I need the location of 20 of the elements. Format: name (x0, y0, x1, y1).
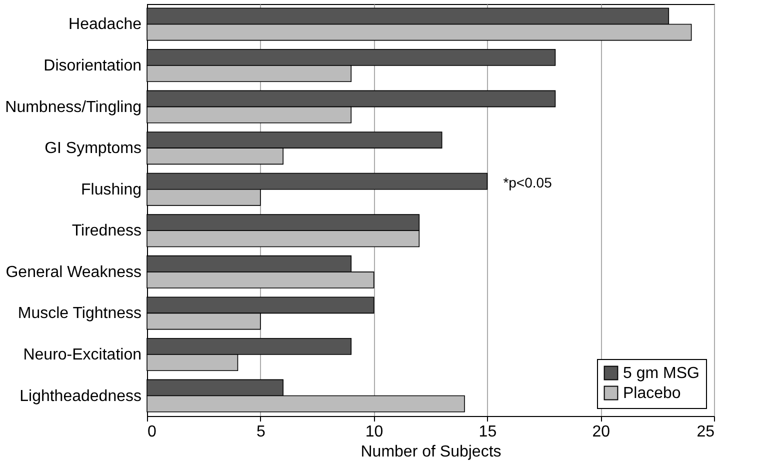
x-tick-label: 0 (148, 424, 156, 440)
legend-label: Placebo (623, 385, 681, 402)
x-tick-label: 25 (696, 424, 715, 440)
y-tick-label: Numbness/Tingling (5, 98, 142, 116)
y-tick-label: Flushing (81, 181, 142, 198)
y-tick-label: General Weakness (6, 264, 142, 281)
x-tick-label: 15 (478, 424, 497, 440)
annotation: *p<0.05 (503, 174, 552, 190)
x-tick-label: 20 (592, 424, 610, 440)
y-tick-label: Muscle Tightness (18, 305, 142, 322)
x-axis-title: Number of Subjects (360, 444, 502, 460)
y-tick-label: Lightheadedness (20, 388, 142, 405)
x-tick-label: 5 (256, 424, 266, 440)
y-tick-label: Disorientation (44, 58, 142, 75)
y-tick-label: Neuro-Excitation (23, 346, 142, 364)
y-tick-label: Tiredness (72, 222, 142, 240)
legend-label: 5 gm MSG (623, 365, 700, 382)
y-tick-label: Headache (68, 16, 142, 34)
y-tick-label: GI Symptoms (44, 140, 142, 158)
x-tick-label: 10 (365, 424, 384, 440)
